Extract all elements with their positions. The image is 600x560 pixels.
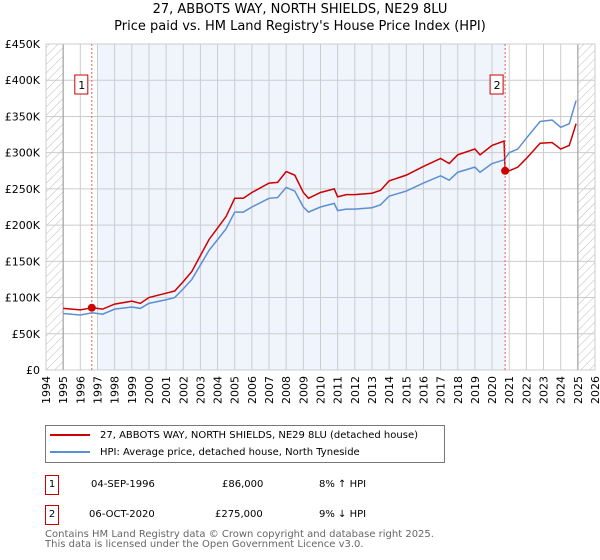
legend-item-hpi: HPI: Average price, detached house, Nort… — [50, 444, 360, 460]
x-tick-label: 2016 — [417, 376, 430, 404]
hatched-region — [577, 44, 595, 370]
x-tick-label: 2019 — [469, 376, 482, 404]
x-tick-label: 2007 — [263, 376, 276, 404]
x-tick-label: 2001 — [160, 376, 173, 404]
x-tick-label: 1997 — [91, 376, 104, 404]
transaction-row: 1 04-SEP-1996 £86,000 8% ↑ HPI — [45, 475, 445, 495]
chart-legend: 27, ABBOTS WAY, NORTH SHIELDS, NE29 8LU … — [45, 425, 445, 463]
footer-line: This data is licensed under the Open Gov… — [45, 539, 364, 550]
sale-label-box — [74, 74, 89, 95]
x-tick-label: 2010 — [315, 376, 328, 404]
transaction-marker: 1 — [45, 475, 59, 495]
transaction-hpi-diff: 8% ↑ HPI — [319, 479, 367, 490]
y-tick-label: £250K — [5, 183, 41, 196]
y-tick-label: £300K — [5, 147, 41, 160]
footer-line: Contains HM Land Registry data © Crown c… — [45, 529, 434, 540]
x-tick-label: 2026 — [589, 376, 600, 404]
sale-point — [501, 166, 510, 175]
transaction-date: 04-SEP-1996 — [91, 479, 155, 490]
x-tick-label: 2018 — [452, 376, 465, 404]
x-tick-label: 2015 — [400, 376, 413, 404]
x-tick-label: 2003 — [194, 376, 207, 404]
y-tick-label: £350K — [5, 110, 41, 123]
transaction-marker: 2 — [45, 505, 59, 525]
chart-title: 27, ABBOTS WAY, NORTH SHIELDS, NE29 8LU — [152, 2, 448, 17]
transaction-row: 2 06-OCT-2020 £275,000 9% ↓ HPI — [45, 505, 445, 525]
hatched-region — [46, 44, 64, 370]
x-tick-label: 1998 — [109, 376, 122, 404]
x-tick-label: 2022 — [520, 376, 533, 404]
x-tick-label: 1995 — [57, 376, 70, 404]
x-tick-label: 2021 — [503, 376, 516, 404]
x-tick-label: 2017 — [435, 376, 448, 404]
x-tick-label: 1996 — [74, 376, 87, 404]
plot-border — [45, 43, 596, 371]
x-tick-label: 2005 — [229, 376, 242, 404]
x-tick-label: 1994 — [40, 376, 53, 404]
x-tick-label: 2002 — [177, 376, 190, 404]
x-tick-label: 2020 — [486, 376, 499, 404]
x-tick-label: 2012 — [349, 376, 362, 404]
x-tick-label: 2013 — [366, 376, 379, 404]
x-tick-label: 2011 — [332, 376, 345, 404]
transaction-price: £86,000 — [222, 479, 264, 490]
footer-attribution: Contains HM Land Registry data © Crown c… — [45, 530, 434, 550]
x-tick-label: 2024 — [555, 376, 568, 404]
sale-label: 2 — [494, 79, 501, 92]
sale-label: 1 — [78, 79, 85, 92]
x-tick-label: 2006 — [246, 376, 259, 404]
legend-label: HPI: Average price, detached house, Nort… — [100, 446, 360, 458]
y-tick-label: £0 — [26, 364, 40, 377]
transaction-price: £275,000 — [215, 509, 263, 520]
legend-swatch-blue — [50, 451, 90, 453]
y-tick-label: £50K — [12, 328, 41, 341]
hpi-line — [63, 100, 577, 316]
legend-label: 27, ABBOTS WAY, NORTH SHIELDS, NE29 8LU … — [100, 429, 418, 441]
chart-subtitle: Price paid vs. HM Land Registry's House … — [114, 19, 486, 34]
y-tick-label: £200K — [5, 219, 41, 232]
legend-item-property: 27, ABBOTS WAY, NORTH SHIELDS, NE29 8LU … — [50, 427, 418, 443]
legend-swatch-red — [50, 434, 90, 436]
x-tick-label: 2000 — [143, 376, 156, 404]
y-tick-label: £400K — [5, 74, 41, 87]
y-tick-label: £150K — [5, 255, 41, 268]
x-tick-label: 2014 — [383, 376, 396, 404]
x-tick-label: 1999 — [126, 376, 139, 404]
y-tick-label: £100K — [5, 292, 41, 305]
x-tick-label: 2004 — [212, 376, 225, 404]
sale-label-box — [489, 74, 504, 95]
y-tick-label: £450K — [5, 38, 41, 51]
shaded-region — [97, 44, 506, 370]
x-tick-label: 2023 — [538, 376, 551, 404]
transaction-hpi-diff: 9% ↓ HPI — [319, 509, 367, 520]
x-tick-label: 2025 — [572, 376, 585, 404]
sale-point — [87, 303, 96, 312]
transaction-date: 06-OCT-2020 — [89, 509, 155, 520]
x-tick-label: 2008 — [280, 376, 293, 404]
price-chart: 1 2 1994 1995 1996 1997 1998 1999 2000 2001 2002 20… — [5, 38, 600, 404]
x-tick-label: 2009 — [297, 376, 310, 404]
